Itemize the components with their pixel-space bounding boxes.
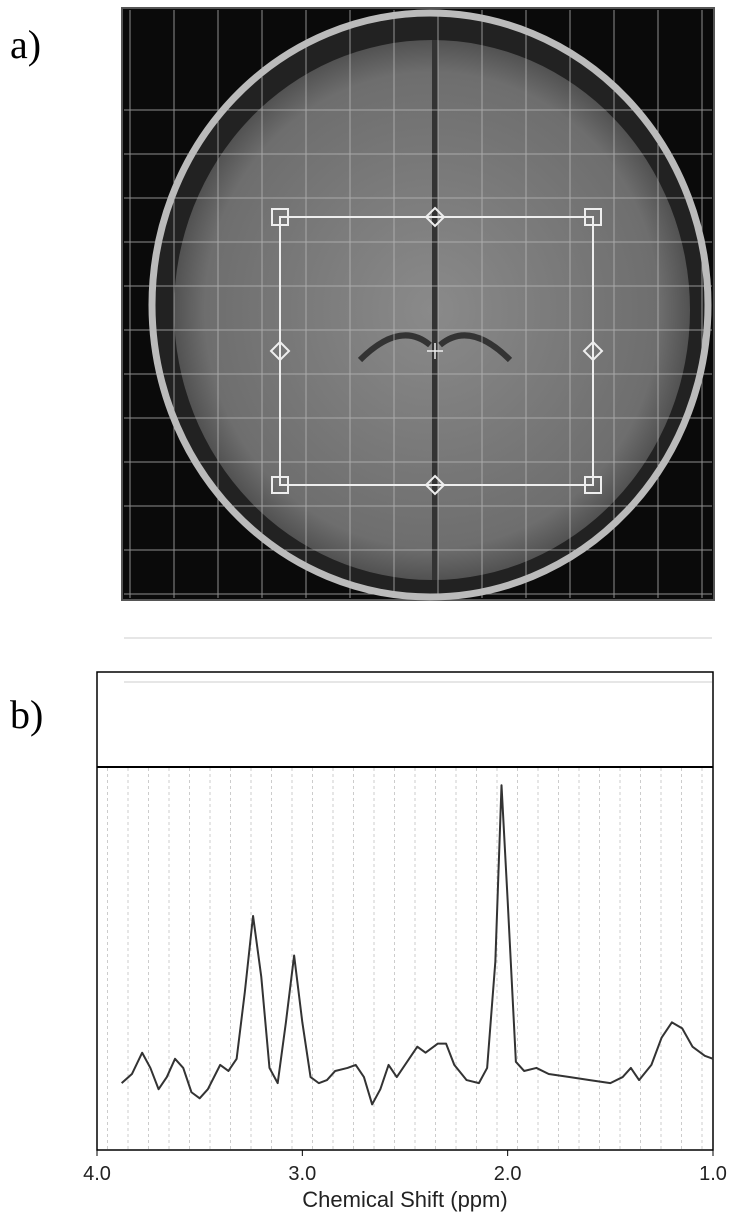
mri-image	[121, 7, 715, 683]
x-tick-label: 2.0	[494, 1163, 522, 1185]
panel-label: b)	[10, 692, 43, 737]
x-tick-label: 1.0	[699, 1163, 727, 1185]
voxel-box	[269, 206, 604, 496]
x-axis-label: Chemical Shift (ppm)	[302, 1187, 507, 1212]
panel-label: a)	[10, 22, 41, 67]
spectrum-panel	[96, 671, 714, 1151]
x-tick-label: 3.0	[288, 1163, 316, 1185]
x-tick-label: 4.0	[83, 1163, 111, 1185]
spectrum-line	[120, 784, 714, 1106]
